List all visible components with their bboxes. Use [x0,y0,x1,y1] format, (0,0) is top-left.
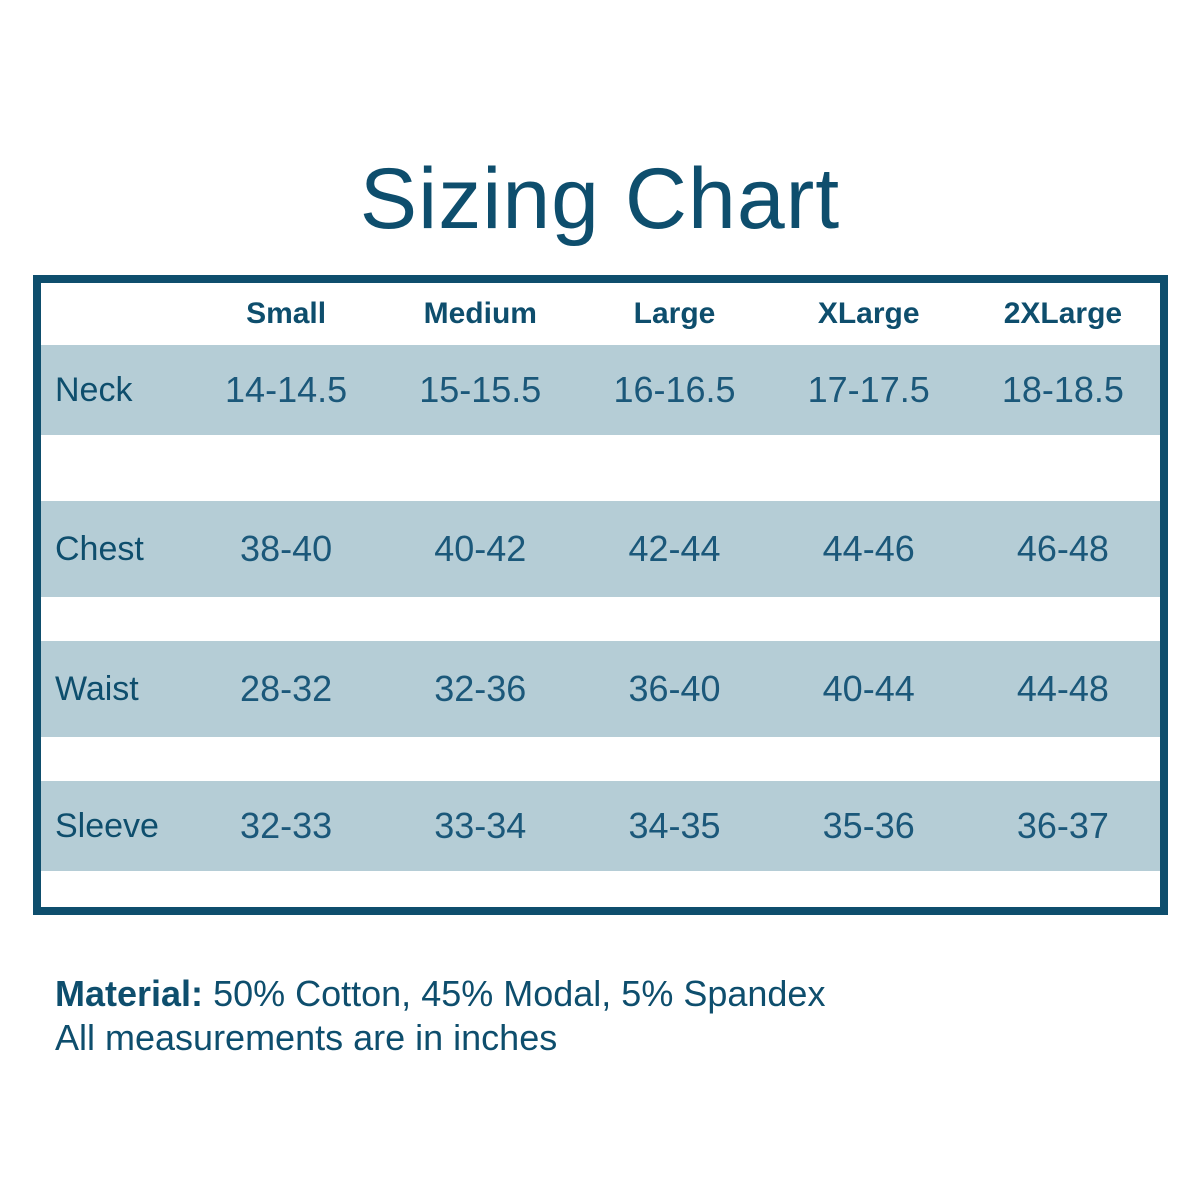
row-label-waist: Waist [55,669,139,708]
cell-chest-medium: 40-42 [434,528,527,569]
cell-waist-large: 36-40 [628,668,721,709]
cell-chest-2xlarge: 46-48 [1016,528,1109,569]
column-header-small: Small [246,297,327,330]
row-spacer [41,737,1160,781]
row-spacer [41,435,1160,501]
page-title: Sizing Chart [359,151,841,247]
column-header-medium: Medium [423,297,537,330]
cell-waist-2xlarge: 44-48 [1016,668,1109,709]
cell-sleeve-2xlarge: 36-37 [1016,805,1109,846]
table-row-waist: Waist 28-32 32-36 36-40 40-44 44-48 [41,641,1160,737]
cell-sleeve-medium: 33-34 [434,805,527,846]
cell-neck-small: 14-14.5 [225,369,348,410]
column-header-large: Large [633,297,716,330]
cell-waist-xlarge: 40-44 [822,668,915,709]
cell-neck-2xlarge: 18-18.5 [1001,369,1124,410]
row-label-chest: Chest [55,529,144,568]
row-label-sleeve: Sleeve [55,806,159,845]
material-value: 50% Cotton, 45% Modal, 5% Spandex [213,973,826,1014]
column-header-2xlarge: 2XLarge [1003,297,1123,330]
measurement-note: All measurements are in inches [55,1017,558,1058]
cell-sleeve-xlarge: 35-36 [822,805,915,846]
cell-sleeve-small: 32-33 [240,805,333,846]
row-label-neck: Neck [55,370,133,409]
material-line: Material: 50% Cotton, 45% Modal, 5% Span… [55,972,825,1016]
footer-notes: Material: 50% Cotton, 45% Modal, 5% Span… [55,972,825,1060]
material-label: Material: [55,973,204,1014]
row-spacer [41,597,1160,641]
cell-waist-small: 28-32 [240,668,333,709]
column-header-xlarge: XLarge [817,297,920,330]
cell-chest-small: 38-40 [240,528,333,569]
table-header-row: Small Medium Large XLarge 2XLarge [41,283,1160,345]
cell-sleeve-large: 34-35 [628,805,721,846]
cell-neck-large: 16-16.5 [613,369,736,410]
sizing-table: Small Medium Large XLarge 2XLarge Neck 1… [33,275,1168,915]
cell-neck-medium: 15-15.5 [419,369,542,410]
cell-neck-xlarge: 17-17.5 [807,369,930,410]
cell-chest-large: 42-44 [628,528,721,569]
table-row-sleeve: Sleeve 32-33 33-34 34-35 35-36 36-37 [41,781,1160,871]
table-row-chest: Chest 38-40 40-42 42-44 44-46 46-48 [41,501,1160,597]
table-row-neck: Neck 14-14.5 15-15.5 16-16.5 17-17.5 18-… [41,345,1160,435]
cell-chest-xlarge: 44-46 [822,528,915,569]
cell-waist-medium: 32-36 [434,668,527,709]
